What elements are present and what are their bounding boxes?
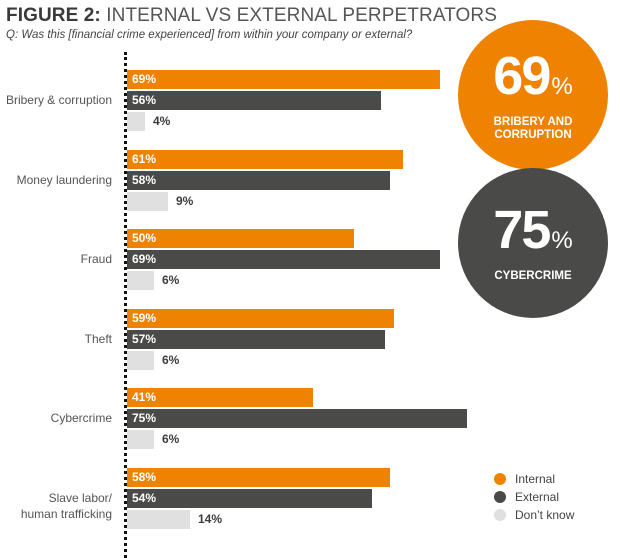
bar-value-label: 69% [132,72,157,86]
bar-group: Fraud 50% 69% 6% [0,229,620,309]
bar-value-label: 6% [162,273,180,287]
callout-value: 75% [493,200,573,260]
bar-dont-know: 9% [127,191,193,211]
callout-bribery: 69% BRIBERY AND CORRUPTION [458,20,608,170]
baseline-axis [124,52,127,558]
bar-group: Bribery & corruption 69% 56% 4% [0,70,620,150]
bar-group: Slave labor/human trafficking 58% 54% 14% [0,467,620,548]
legend-item-internal: Internal [494,470,574,488]
bar-value-label: 6% [162,432,180,446]
bar-external: 58% [127,170,390,190]
category-label: Slave labor/human trafficking [20,490,112,521]
bar-internal: 58% [127,467,390,487]
bar-value-label: 6% [162,352,180,367]
bar-value-label: 69% [132,252,157,266]
bar-external: 56% [127,91,381,110]
bar-internal: 50% [127,229,354,248]
external-dot-icon [494,491,506,503]
legend-item-external: External [494,488,574,506]
bar-group: Money laundering 61% 58% 9% [0,149,620,230]
category-label: Cybercrime [50,411,112,425]
figure-title-text: INTERNAL VS EXTERNAL PERPETRATORS [100,5,498,26]
legend: Internal External Don’t know [494,470,574,524]
legend-item-dont-know: Don’t know [494,506,574,524]
bar-group: Theft 59% 57% 6% [0,308,620,389]
bar-internal: 41% [127,388,313,407]
internal-dot-icon [494,473,506,485]
bar-value-label: 50% [132,231,157,245]
bar-external: 75% [127,409,467,428]
bar-value-label: 58% [132,469,157,484]
figure-number: FIGURE 2: [6,5,101,26]
callout-caption: BRIBERY AND CORRUPTION [493,115,573,141]
bar-external: 57% [127,329,385,349]
bar-value-label: 9% [176,193,194,208]
bar-value-label: 75% [132,411,157,425]
bar-internal: 59% [127,308,394,328]
dont-know-dot-icon [494,509,506,521]
bar-value-label: 59% [132,310,157,325]
bar-internal: 69% [127,70,440,89]
bar-internal: 61% [127,149,403,169]
category-label: Fraud [80,252,112,266]
bar-dont-know: 14% [127,509,222,529]
category-label: Money laundering [16,172,112,187]
callout-value: 69% [493,45,573,106]
bar-value-label: 14% [198,511,223,526]
bar-value-label: 58% [132,172,157,187]
category-label: Theft [84,331,112,346]
callout-cybercrime: 75% CYBERCRIME [458,168,608,318]
bar-value-label: 61% [132,151,157,166]
bar-value-label: 4% [153,114,171,128]
bar-dont-know: 6% [127,350,179,370]
bar-group: Cybercrime 41% 75% 6% [0,388,620,468]
bar-external: 69% [127,250,440,269]
bar-dont-know: 6% [127,271,179,290]
category-label: Bribery & corruption [5,93,112,107]
bar-external: 54% [127,488,372,508]
bar-value-label: 56% [132,93,157,107]
bar-dont-know: 4% [127,112,170,131]
figure-question: Q: Was this [financial crime experienced… [6,29,413,41]
callout-caption: CYBERCRIME [494,270,572,282]
bar-value-label: 54% [132,490,157,505]
bar-value-label: 41% [132,390,157,404]
bar-dont-know: 6% [127,430,179,449]
bar-value-label: 57% [132,331,157,346]
figure-title: FIGURE 2: INTERNAL VS EXTERNAL PERPETRAT… [6,5,497,27]
